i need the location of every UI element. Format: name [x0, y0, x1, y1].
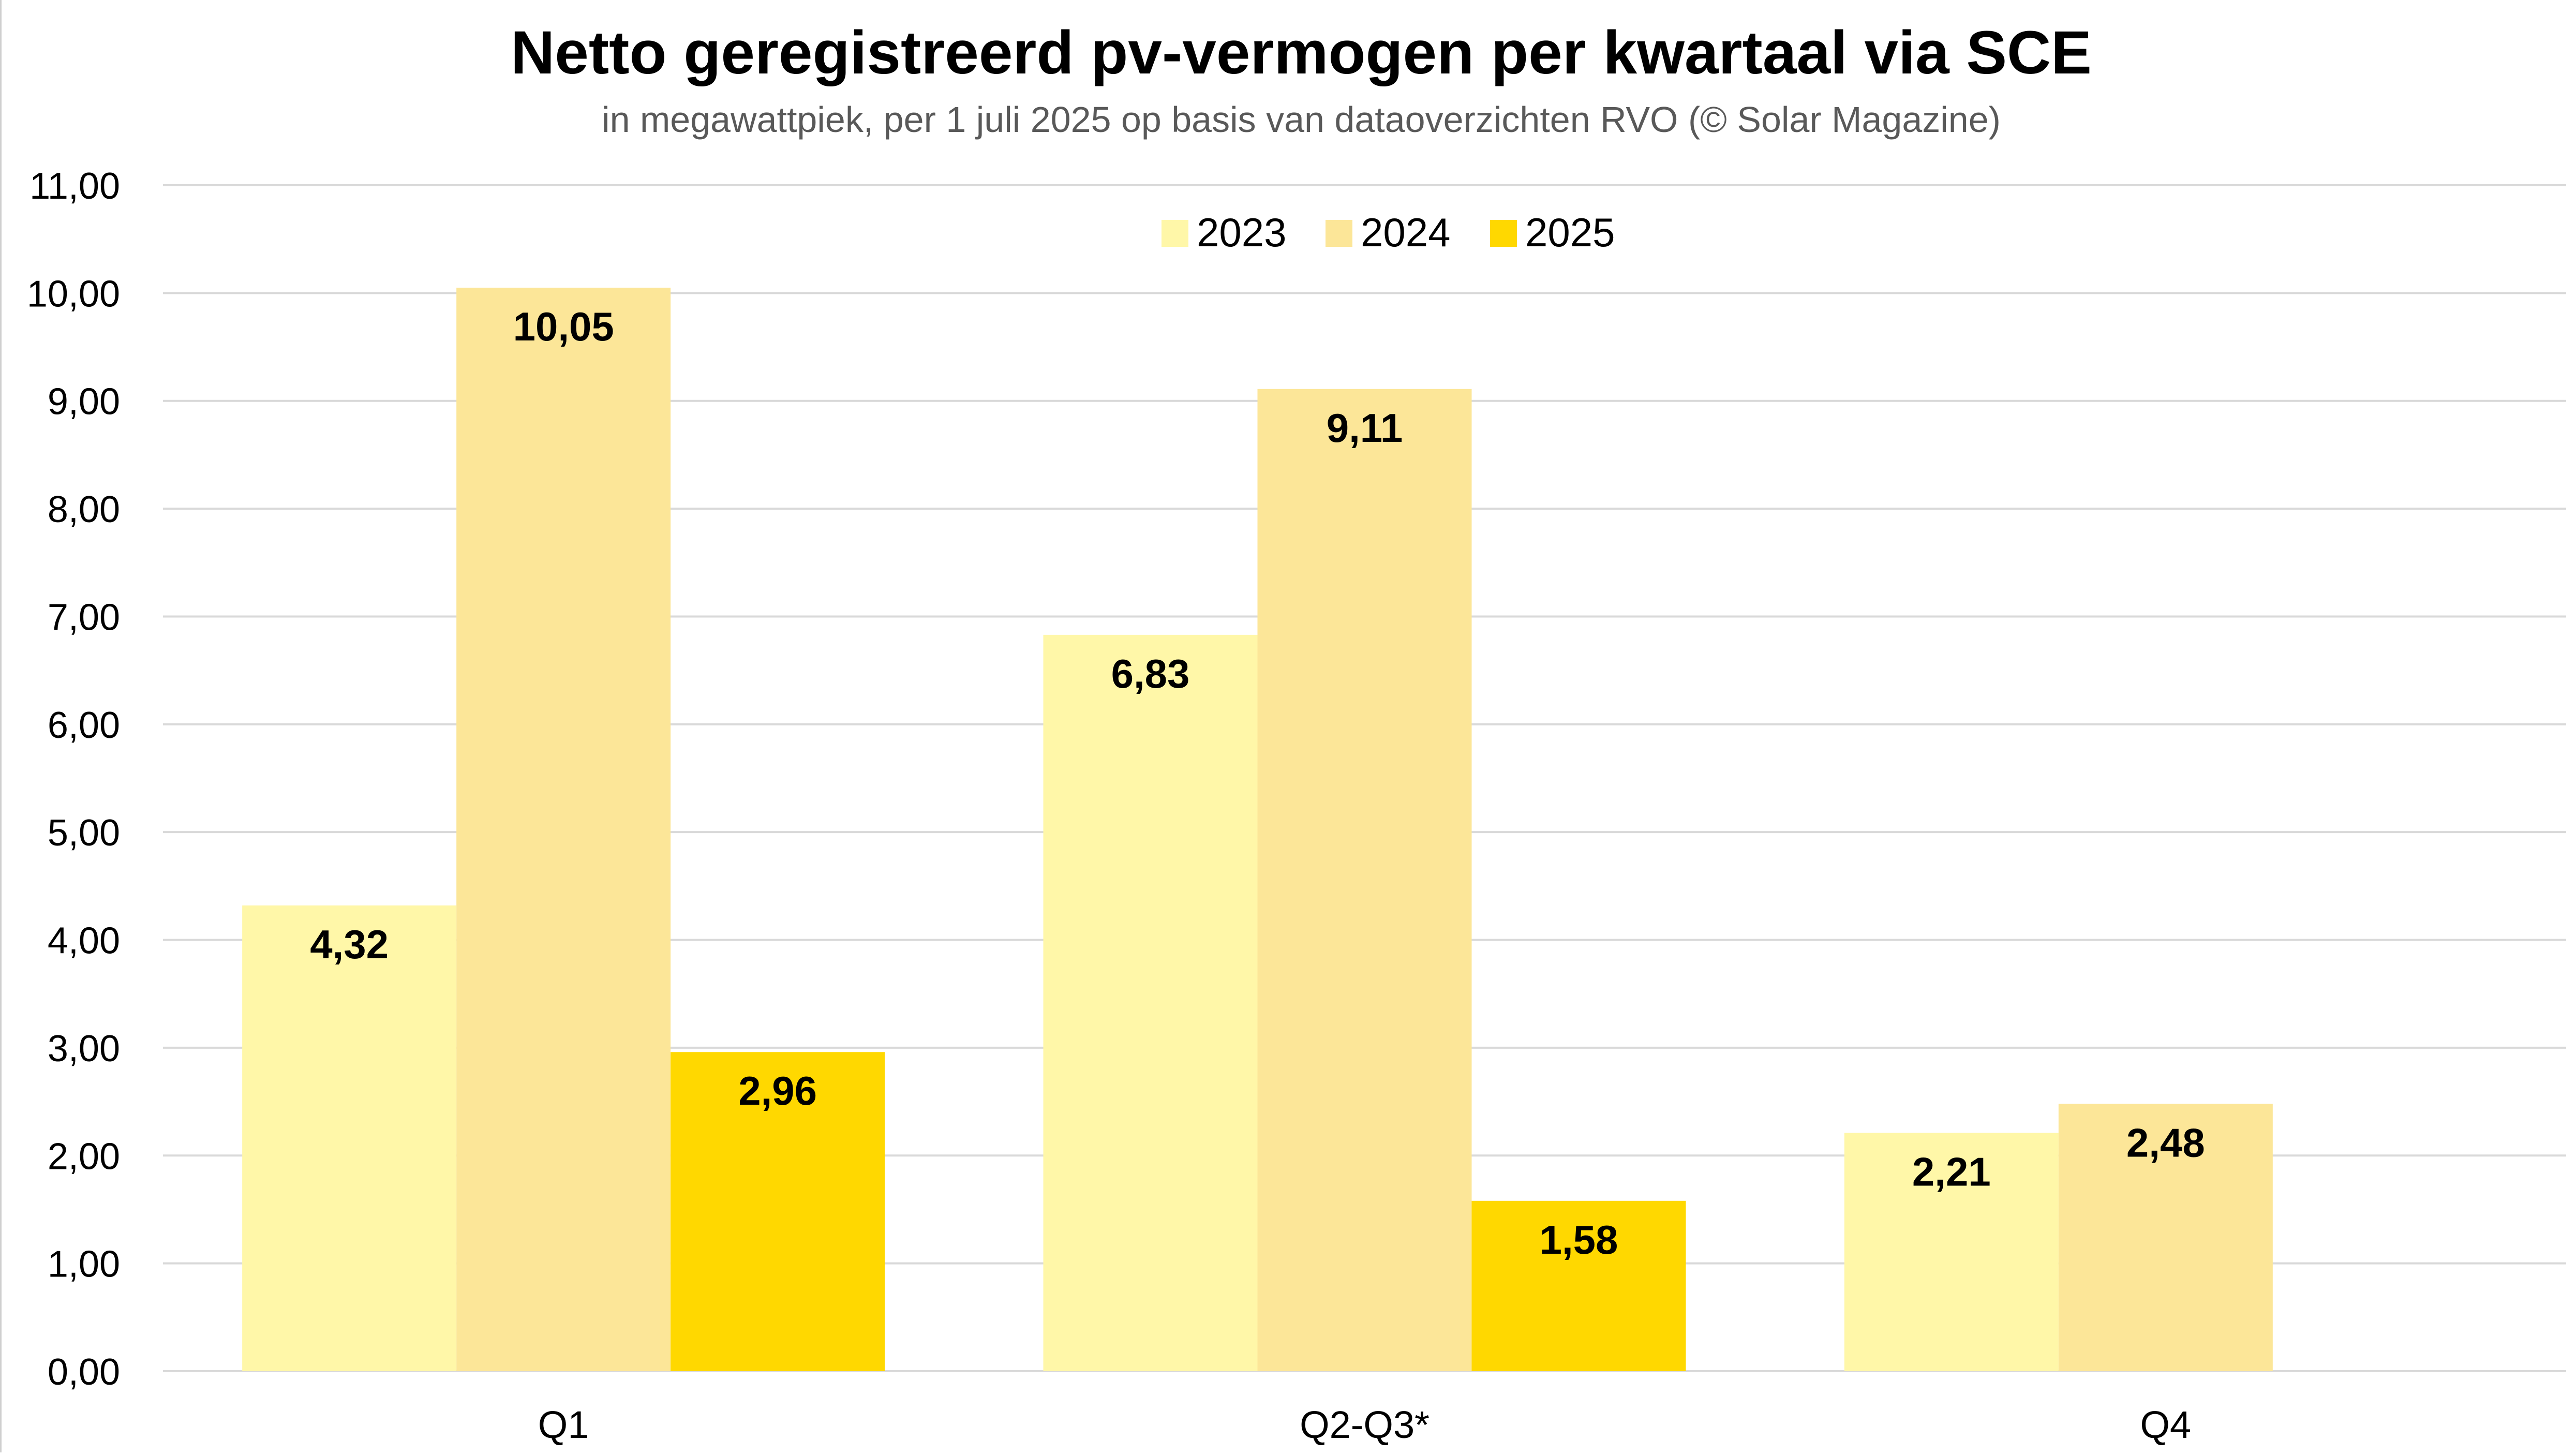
- data-label: 2,21: [1912, 1149, 1991, 1195]
- bar-2024-Q2-Q3*: [1257, 389, 1472, 1371]
- x-axis-tick-labels: Q1 Q2-Q3* Q4: [538, 1403, 2191, 1446]
- bar-2024-Q4: [2058, 1104, 2273, 1371]
- data-label: 1,58: [1540, 1217, 1618, 1263]
- x-tick-label: Q4: [2140, 1403, 2191, 1446]
- y-tick-label: 0,00: [48, 1352, 120, 1393]
- data-label: 10,05: [513, 304, 614, 349]
- data-label: 6,83: [1111, 651, 1190, 696]
- y-tick-label: 9,00: [48, 381, 120, 423]
- data-label: 2,48: [2126, 1120, 2205, 1165]
- data-label: 2,96: [738, 1068, 817, 1113]
- data-label: 4,32: [310, 922, 389, 967]
- y-tick-label: 8,00: [48, 489, 120, 530]
- y-tick-label: 11,00: [29, 166, 120, 207]
- legend-label-2023: 2023: [1197, 210, 1287, 255]
- chart-title: Netto geregistreerd pv-vermogen per kwar…: [511, 19, 2092, 87]
- y-tick-label: 4,00: [48, 920, 120, 962]
- chart-subtitle: in megawattpiek, per 1 juli 2025 op basi…: [602, 99, 2001, 140]
- legend-label-2025: 2025: [1525, 210, 1615, 255]
- data-label: 9,11: [1327, 405, 1403, 451]
- x-tick-label: Q2-Q3*: [1300, 1403, 1430, 1446]
- bar-2024-Q1: [456, 287, 671, 1372]
- legend-label-2024: 2024: [1361, 210, 1451, 255]
- y-tick-label: 5,00: [48, 812, 120, 854]
- bar-2025-Q2-Q3*: [1471, 1200, 1686, 1371]
- y-tick-label: 6,00: [48, 705, 120, 746]
- bar-2023-Q4: [1844, 1133, 2059, 1371]
- bars: [242, 287, 2273, 1372]
- y-tick-label: 7,00: [48, 597, 120, 638]
- legend-swatch-2024: [1326, 220, 1352, 247]
- bar-2025-Q1: [671, 1052, 885, 1371]
- y-tick-label: 3,00: [48, 1028, 120, 1070]
- y-tick-label: 1,00: [48, 1244, 120, 1285]
- legend: 2023 2024 2025: [1162, 210, 1615, 255]
- y-axis-tick-labels: 0,00 1,00 2,00 3,00 4,00 5,00 6,00 7,00 8,00 9,00…: [27, 166, 120, 1393]
- bar-2023-Q1: [242, 905, 457, 1371]
- y-tick-label: 2,00: [48, 1136, 120, 1177]
- bar-2023-Q2-Q3*: [1043, 634, 1258, 1371]
- legend-swatch-2023: [1162, 220, 1188, 247]
- left-border: [0, 0, 2, 1452]
- x-tick-label: Q1: [538, 1403, 589, 1446]
- legend-swatch-2025: [1490, 220, 1517, 247]
- data-labels: 4,32 10,05 2,96 6,83 9,11 1,58 2,21 2,48: [310, 304, 2205, 1263]
- y-tick-label: 10,00: [27, 273, 120, 315]
